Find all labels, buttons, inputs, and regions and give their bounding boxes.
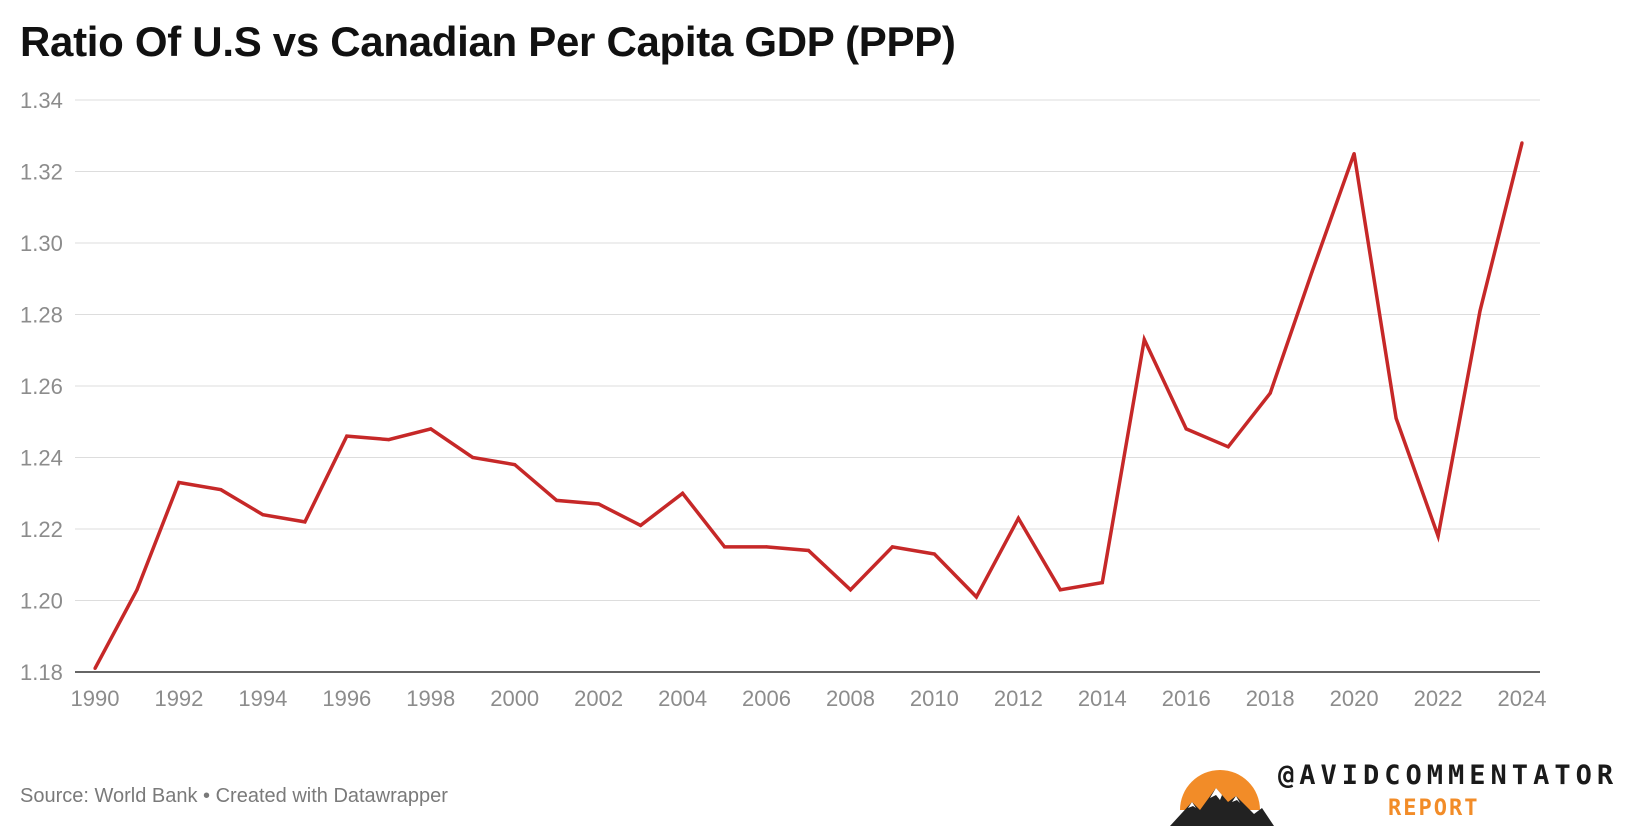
brand-badge: @AVIDCOMMENTATOR REPORT (1170, 758, 1613, 826)
x-tick-label: 2006 (742, 686, 791, 711)
data-point (387, 438, 391, 442)
y-tick-label: 1.22 (20, 517, 63, 542)
x-tick-label: 2008 (826, 686, 875, 711)
brand-subtitle: REPORT (1388, 796, 1480, 821)
data-point (764, 545, 769, 549)
gridlines (75, 99, 1540, 673)
x-tick-label: 2014 (1078, 686, 1127, 711)
data-point (1100, 581, 1104, 585)
data-point (1310, 270, 1314, 274)
x-tick-label: 2002 (574, 686, 623, 711)
y-tick-label: 1.20 (20, 589, 63, 614)
y-tick-label: 1.32 (20, 160, 63, 185)
data-point (471, 455, 475, 460)
y-tick-label: 1.34 (20, 88, 63, 113)
data-point (722, 545, 727, 549)
mountain-sun-logo-icon (1170, 770, 1274, 826)
data-point (429, 427, 433, 431)
line-chart: 1.18 1.20 1.22 1.24 1.26 1.28 1.30 1.32 1.34 199… (20, 88, 1547, 711)
x-tick-label: 1992 (154, 686, 203, 711)
y-tick-label: 1.26 (20, 374, 63, 399)
x-tick-label: 2016 (1162, 686, 1211, 711)
data-point (680, 491, 685, 495)
data-point (513, 463, 517, 467)
y-tick-label: 1.18 (20, 660, 63, 685)
chart-title: Ratio Of U.S vs Canadian Per Capita GDP … (20, 18, 956, 65)
data-point (219, 488, 223, 492)
data-point (1520, 141, 1524, 145)
data-point (1058, 588, 1062, 592)
x-axis-ticks: 1990 1992 1994 1996 1998 2000 2002 2004 2006 2008… (71, 686, 1547, 711)
data-point (303, 520, 307, 524)
data-point (1184, 427, 1188, 431)
data-point (597, 502, 601, 506)
x-tick-label: 1994 (238, 686, 287, 711)
data-point (639, 523, 643, 528)
x-tick-label: 2018 (1246, 686, 1295, 711)
brand-handle: @AVIDCOMMENTATOR (1278, 760, 1619, 791)
series-line (93, 141, 1524, 671)
data-point (93, 666, 97, 671)
x-tick-label: 1996 (322, 686, 371, 711)
x-tick-label: 2022 (1414, 686, 1463, 711)
y-tick-label: 1.28 (20, 303, 63, 328)
data-point (261, 513, 265, 517)
data-point (1268, 391, 1272, 395)
data-point (1142, 337, 1146, 342)
y-tick-label: 1.30 (20, 231, 63, 256)
data-point (1436, 534, 1440, 538)
data-point (974, 595, 978, 599)
data-point (555, 498, 559, 502)
data-point (1226, 445, 1230, 449)
x-tick-label: 2020 (1330, 686, 1379, 711)
y-axis-ticks: 1.18 1.20 1.22 1.24 1.26 1.28 1.30 1.32 1.34 (20, 88, 63, 685)
x-tick-label: 2010 (910, 686, 959, 711)
data-point (1478, 309, 1482, 313)
data-point (135, 588, 139, 592)
x-tick-label: 2012 (994, 686, 1043, 711)
data-point (1016, 516, 1020, 520)
data-point (345, 434, 349, 438)
data-point (890, 545, 895, 549)
source-note: Source: World Bank • Created with Datawr… (20, 785, 448, 807)
x-tick-label: 2024 (1498, 686, 1547, 711)
series-line-ratio (93, 142, 1524, 670)
x-tick-label: 1998 (406, 686, 455, 711)
data-point (806, 548, 811, 553)
y-tick-label: 1.24 (20, 446, 63, 471)
x-tick-label: 2004 (658, 686, 707, 711)
x-tick-label: 1990 (71, 686, 120, 711)
data-point (932, 552, 937, 556)
data-point (177, 480, 181, 485)
x-tick-label: 2000 (490, 686, 539, 711)
data-point (1394, 416, 1398, 420)
data-point (848, 588, 853, 592)
data-point (1352, 152, 1356, 156)
